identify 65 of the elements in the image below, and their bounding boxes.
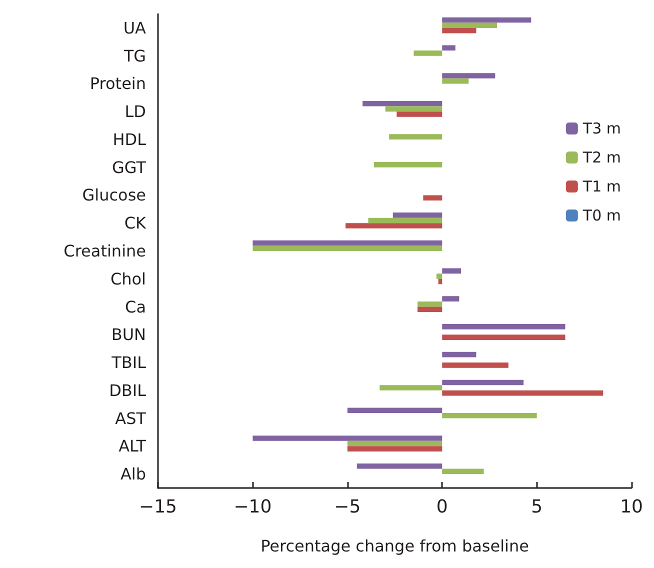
y-tick-label: HDL <box>112 130 146 149</box>
bar <box>252 240 442 246</box>
y-tick-label: Glucose <box>82 186 146 205</box>
legend-label: T2 m <box>582 148 622 166</box>
bar <box>442 45 456 51</box>
bar <box>442 352 476 358</box>
y-tick-label: AST <box>115 408 146 428</box>
bar <box>374 162 442 168</box>
bar <box>442 362 508 368</box>
bar <box>442 17 532 23</box>
bar <box>252 436 442 441</box>
bar <box>362 100 442 106</box>
y-tick-label: Chol <box>110 269 146 288</box>
bar <box>392 212 442 218</box>
y-tick-label: UA <box>123 18 146 38</box>
bar <box>418 306 442 312</box>
y-tick-label: DBIL <box>109 380 146 400</box>
y-tick-label: Creatinine <box>64 242 146 260</box>
x-tick-label: −15 <box>139 496 177 518</box>
x-tick-label: −10 <box>234 496 272 518</box>
x-tick-label: 5 <box>531 496 543 518</box>
bar <box>442 412 537 418</box>
bar <box>442 73 496 78</box>
x-tick-label: 0 <box>436 496 448 518</box>
bar <box>442 324 566 330</box>
y-tick-label: TBIL <box>110 353 146 372</box>
x-tick-label: −5 <box>334 496 361 518</box>
bar <box>252 246 442 251</box>
bar <box>423 195 442 201</box>
y-tick-label: Protein <box>90 74 146 94</box>
bar <box>380 385 442 390</box>
bar <box>442 28 476 34</box>
y-tick-label: BUN <box>111 325 146 344</box>
bar <box>436 274 442 279</box>
y-tick-label: Alb <box>120 464 146 484</box>
y-tick-label: Ca <box>125 297 146 316</box>
y-tick-label: CK <box>124 214 146 233</box>
x-tick-label: 10 <box>620 496 643 518</box>
legend-label: T0 m <box>582 206 622 224</box>
bar <box>442 334 566 340</box>
y-tick-label: LD <box>124 102 146 122</box>
x-axis-title: Percentage change from baseline <box>260 536 529 556</box>
y-tick-label: ALT <box>118 436 146 456</box>
legend-label: T3 m <box>582 120 622 138</box>
bar <box>346 223 442 228</box>
bar <box>414 50 442 56</box>
bar <box>442 468 484 474</box>
bar <box>418 301 442 307</box>
bar <box>442 268 462 274</box>
bar <box>347 440 442 446</box>
bar <box>347 446 442 452</box>
y-tick-label: GGT <box>112 158 146 177</box>
bar <box>347 408 442 413</box>
bar <box>442 380 524 386</box>
bar <box>356 463 442 469</box>
legend-label: T1 m <box>582 178 622 196</box>
bar <box>442 22 498 28</box>
bar <box>442 390 604 396</box>
bar <box>368 218 442 224</box>
y-tick-label: TG <box>122 46 146 66</box>
bar <box>442 296 460 302</box>
bar <box>389 134 442 140</box>
bar <box>442 78 469 84</box>
bar <box>396 112 442 117</box>
bar <box>385 106 442 112</box>
